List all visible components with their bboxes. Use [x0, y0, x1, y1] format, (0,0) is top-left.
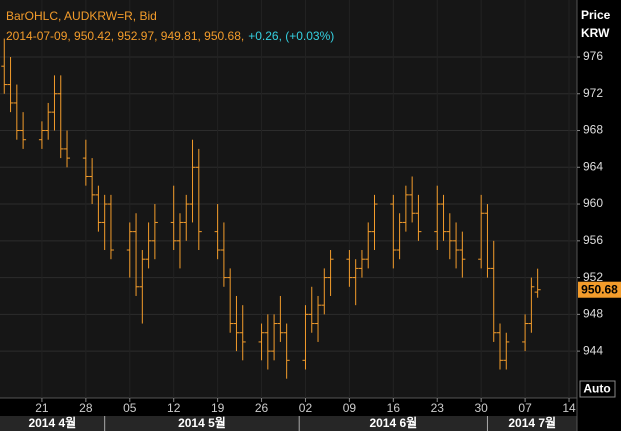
axis-title: Price — [581, 8, 611, 22]
axis-unit: KRW — [581, 26, 610, 40]
y-tick-label: 968 — [583, 123, 603, 137]
plot-area — [0, 0, 577, 398]
month-label: 2014 5월 — [178, 415, 226, 430]
y-tick-label: 976 — [583, 49, 603, 63]
last-bar: 2014-07-09, 950.42, 952.97, 949.81, 950.… — [6, 29, 244, 43]
month-label: 2014 4월 — [28, 415, 76, 430]
y-tick-label: 960 — [583, 196, 603, 210]
y-tick-label: 948 — [583, 307, 603, 321]
x-tick-label: 30 — [474, 401, 488, 415]
price-axis-panel — [577, 0, 621, 431]
x-tick-label: 02 — [299, 401, 313, 415]
last-price-label: 950.68 — [581, 282, 618, 296]
legend: BarOHLC, AUDKRW=R, Bid — [6, 9, 157, 23]
x-tick-label: 21 — [35, 401, 49, 415]
y-tick-label: 964 — [583, 159, 603, 173]
x-tick-label: 07 — [518, 401, 532, 415]
last-price-box — [578, 281, 621, 298]
y-tick-label: 952 — [583, 270, 603, 284]
auto-button[interactable] — [579, 380, 616, 398]
y-tick-label: 972 — [583, 86, 603, 100]
auto-button-label[interactable]: Auto — [583, 382, 610, 396]
x-tick-label: 26 — [255, 401, 269, 415]
month-label: 2014 6월 — [369, 415, 417, 430]
month-label: 2014 7월 — [508, 415, 556, 430]
change: +0.26, (+0.03%) — [248, 29, 334, 43]
x-tick-label: 14 — [562, 401, 576, 415]
x-tick-label: 09 — [343, 401, 357, 415]
x-tick-label: 23 — [431, 401, 445, 415]
month-row — [0, 416, 577, 431]
bars — [1, 38, 541, 379]
x-tick-label: 12 — [167, 401, 181, 415]
y-tick-label: 956 — [583, 233, 603, 247]
x-tick-label: 19 — [211, 401, 225, 415]
axes: 944 948 952 956 960 964 968 972 976 21 28 05 12 19 26 0… — [28, 49, 621, 431]
x-tick-label: 16 — [387, 401, 401, 415]
x-tick-label: 05 — [123, 401, 137, 415]
x-tick-label: 28 — [79, 401, 93, 415]
y-tick-label: 944 — [583, 343, 603, 357]
